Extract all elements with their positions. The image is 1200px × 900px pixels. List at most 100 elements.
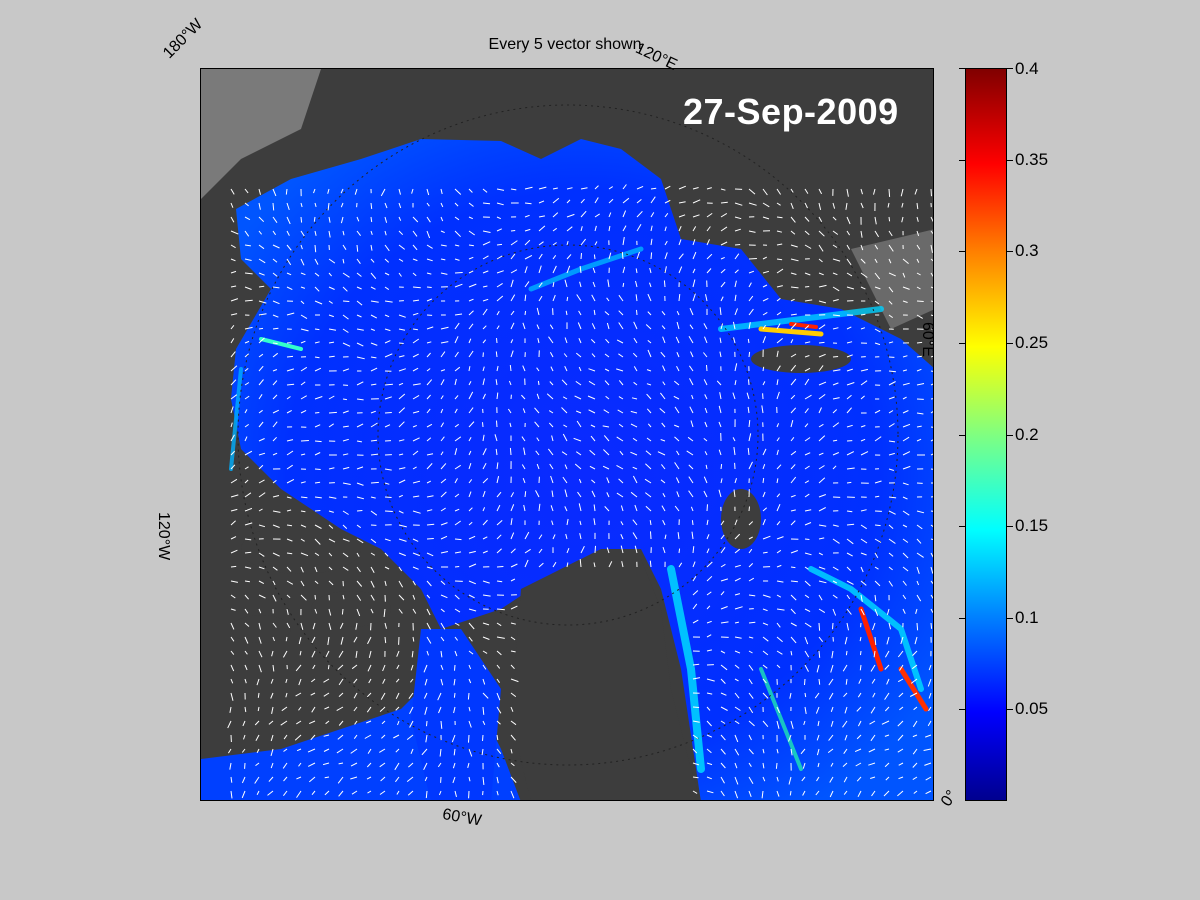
colorbar-tick-label: 0.15 — [1015, 516, 1049, 536]
drift-vector — [496, 636, 505, 639]
drift-vector — [396, 650, 400, 657]
drift-vector — [930, 496, 933, 498]
drift-vector — [913, 706, 918, 711]
drift-vector — [674, 436, 680, 442]
drift-vector — [412, 383, 421, 386]
drift-vector — [748, 506, 750, 512]
lon-label-0: 0° — [938, 787, 961, 810]
drift-vector — [804, 452, 811, 456]
drift-vector — [300, 580, 305, 587]
drift-vector — [482, 490, 486, 498]
drift-vector — [734, 790, 739, 799]
drift-vector — [286, 478, 295, 484]
drift-vector — [704, 451, 708, 456]
island — [241, 524, 361, 574]
drift-vector — [620, 521, 624, 526]
drift-vector — [314, 341, 320, 344]
drift-vector — [356, 272, 362, 277]
drift-vector — [818, 636, 824, 643]
drift-vector — [314, 452, 321, 456]
drift-vector — [902, 524, 908, 528]
drift-vector — [440, 720, 443, 729]
drift-vector — [776, 594, 782, 598]
drift-vector — [300, 566, 304, 573]
drift-vector — [888, 622, 892, 630]
drift-vector — [860, 650, 862, 656]
drift-vector — [454, 408, 458, 414]
drift-vector — [244, 538, 252, 541]
drift-vector — [272, 436, 277, 442]
drift-vector — [300, 244, 303, 250]
drift-vector — [790, 720, 794, 729]
drift-vector — [566, 213, 575, 218]
drift-vector — [706, 678, 715, 682]
drift-vector — [451, 734, 456, 743]
drift-vector — [646, 369, 652, 372]
drift-vector — [706, 548, 710, 554]
drift-vector — [398, 594, 405, 601]
drift-vector — [454, 272, 463, 274]
drift-vector — [426, 379, 433, 386]
drift-vector — [688, 365, 694, 372]
drift-vector — [720, 578, 729, 582]
drift-vector — [258, 258, 266, 264]
drift-vector — [860, 202, 864, 209]
drift-vector — [230, 594, 236, 599]
drift-vector — [534, 407, 540, 414]
drift-vector — [900, 188, 904, 197]
drift-vector — [804, 622, 812, 628]
drift-vector — [789, 692, 792, 699]
drift-vector — [408, 762, 414, 768]
drift-vector — [606, 297, 610, 302]
drift-vector — [409, 720, 414, 728]
drift-vector — [604, 506, 610, 512]
drift-vector — [300, 230, 305, 237]
drift-vector — [495, 379, 498, 386]
drift-vector — [453, 706, 456, 714]
drift-vector — [657, 451, 666, 456]
drift-vector — [719, 337, 722, 344]
drift-vector — [720, 296, 724, 302]
drift-vector — [720, 281, 726, 288]
drift-vector — [468, 594, 475, 599]
drift-vector — [328, 524, 334, 529]
drift-vector — [440, 258, 446, 261]
drift-vector — [734, 664, 740, 669]
drift-vector — [244, 522, 253, 526]
drift-vector — [664, 212, 669, 218]
drift-vector — [748, 776, 754, 784]
drift-vector — [818, 465, 825, 470]
drift-vector — [324, 776, 330, 779]
drift-vector — [790, 550, 798, 554]
drift-vector — [510, 322, 515, 330]
drift-vector — [550, 366, 554, 372]
drift-vector — [888, 496, 897, 499]
drift-vector — [930, 608, 933, 613]
drift-vector — [912, 734, 918, 738]
drift-vector — [803, 720, 806, 726]
drift-vector — [720, 621, 729, 624]
drift-vector — [888, 381, 896, 386]
drift-vector — [636, 309, 638, 316]
drift-vector — [733, 447, 736, 456]
drift-vector — [482, 636, 490, 640]
drift-vector — [776, 437, 780, 442]
drift-vector — [426, 298, 433, 302]
drift-vector — [468, 350, 474, 358]
drift-vector — [734, 294, 737, 302]
drift-vector — [874, 552, 879, 559]
drift-vector — [439, 748, 442, 757]
drift-vector — [818, 284, 827, 288]
drift-vector — [283, 734, 288, 740]
drift-vector — [481, 748, 484, 756]
drift-vector — [846, 451, 855, 456]
drift-vector — [258, 492, 266, 498]
drift-vector — [804, 465, 810, 470]
drift-vector — [351, 664, 358, 670]
drift-vector — [564, 279, 568, 288]
drift-vector — [384, 383, 393, 386]
drift-vector — [244, 706, 247, 713]
drift-vector — [704, 336, 708, 344]
drift-vector — [286, 202, 290, 211]
drift-vector — [244, 286, 252, 290]
